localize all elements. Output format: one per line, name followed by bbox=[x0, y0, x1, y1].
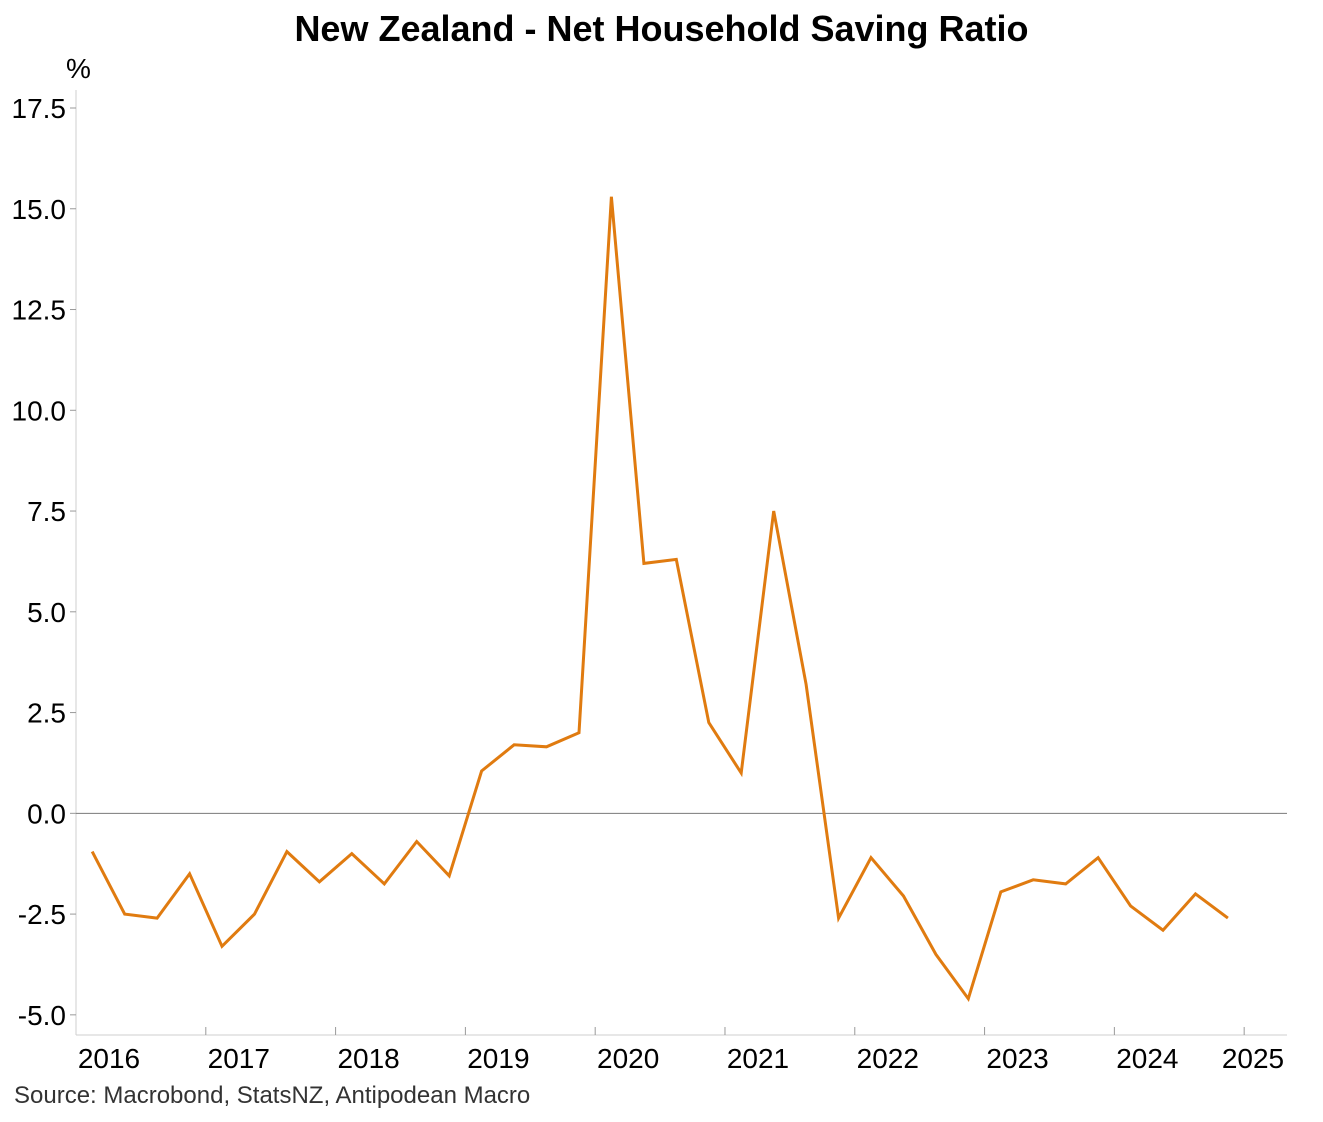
y-tick-label: 0.0 bbox=[27, 798, 66, 829]
y-tick-label: 17.5 bbox=[12, 93, 67, 124]
x-tick-label: 2024 bbox=[1116, 1043, 1178, 1074]
y-tick-label: 7.5 bbox=[27, 496, 66, 527]
x-tick-label: 2016 bbox=[78, 1043, 140, 1074]
axes: 17.5 15.0 12.5 10.0 7.5 5.0 2.5 0.0 -2.5 -5.0 2016… bbox=[12, 90, 1287, 1074]
chart-title: New Zealand - Net Household Saving Ratio bbox=[294, 8, 1029, 49]
y-axis-unit-label: % bbox=[66, 53, 91, 84]
x-tick-label: 2017 bbox=[208, 1043, 270, 1074]
series-line bbox=[90, 196, 1229, 1003]
x-tick-label: 2020 bbox=[597, 1043, 659, 1074]
y-tick-label: -5.0 bbox=[18, 1000, 66, 1031]
series-layer bbox=[90, 196, 1229, 1003]
x-tick-label: 2022 bbox=[857, 1043, 919, 1074]
x-tick-label: 2018 bbox=[337, 1043, 399, 1074]
x-tick-label: 2019 bbox=[467, 1043, 529, 1074]
x-tick-label: 2025 bbox=[1222, 1043, 1284, 1074]
y-tick-label: 15.0 bbox=[12, 194, 67, 225]
y-tick-label: 2.5 bbox=[27, 698, 66, 729]
y-tick-label: 5.0 bbox=[27, 597, 66, 628]
y-tick-label: -2.5 bbox=[18, 899, 66, 930]
x-tick-label: 2023 bbox=[986, 1043, 1048, 1074]
y-tick-label: 12.5 bbox=[12, 295, 67, 326]
source-note: Source: Macrobond, StatsNZ, Antipodean M… bbox=[14, 1082, 531, 1109]
y-tick-label: 10.0 bbox=[12, 395, 67, 426]
x-tick-label: 2021 bbox=[727, 1043, 789, 1074]
